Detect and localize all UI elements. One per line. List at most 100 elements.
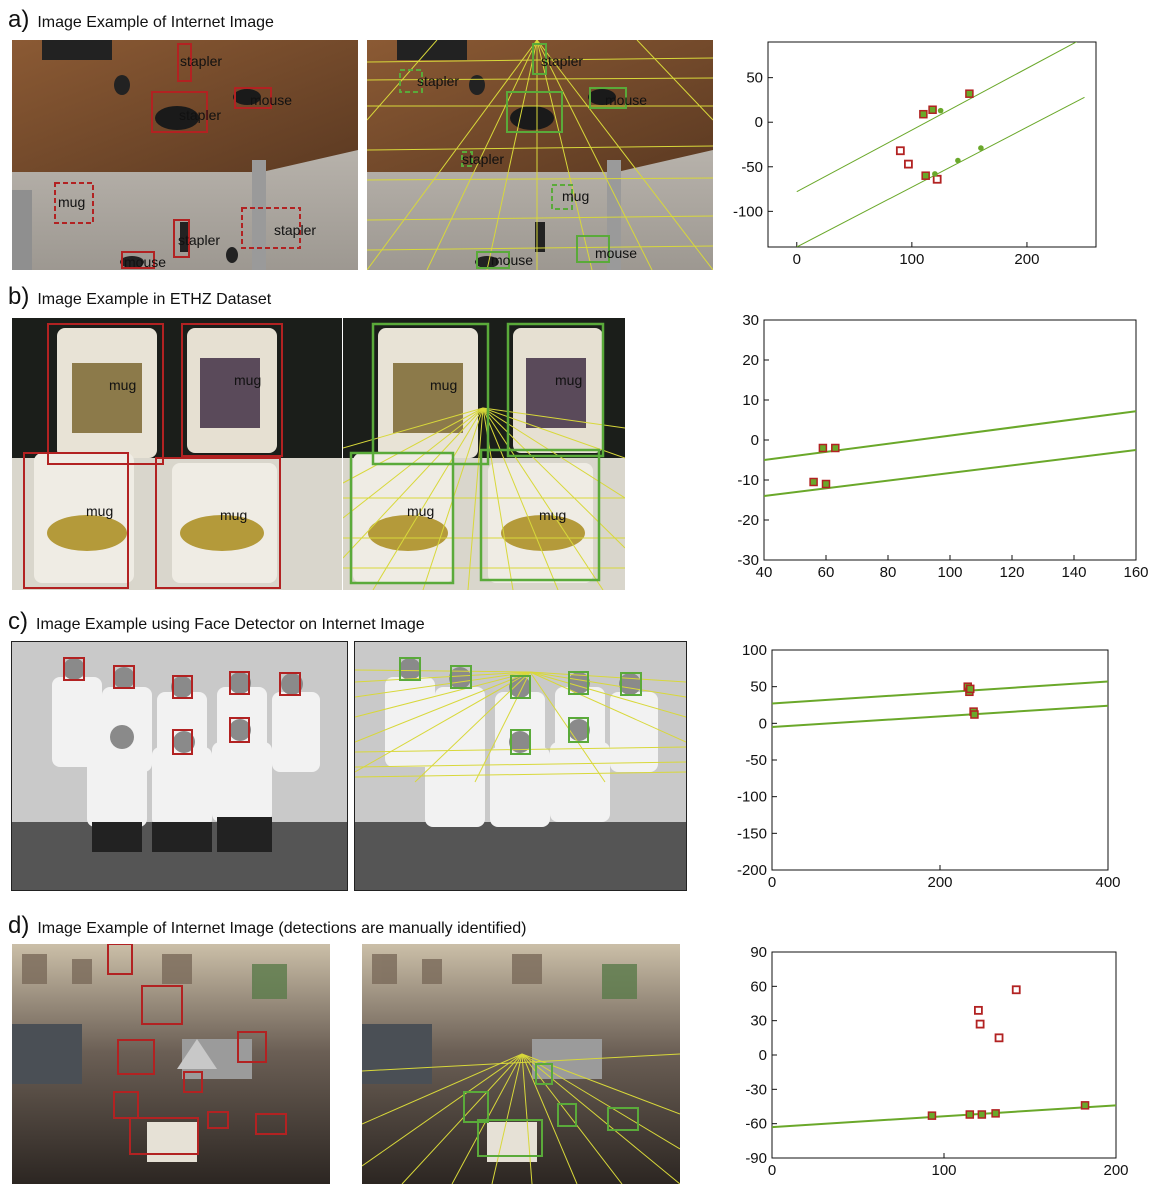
photo-d-detections xyxy=(12,944,330,1184)
detection-label: mouse xyxy=(605,92,647,108)
y-tick-label: -30 xyxy=(737,552,759,569)
y-tick-label: 0 xyxy=(759,1047,767,1064)
x-tick-label: 80 xyxy=(880,564,897,581)
y-tick-label: -50 xyxy=(741,159,763,176)
panel-d-heading: d) Image Example of Internet Image (dete… xyxy=(8,912,527,940)
inlier-marker xyxy=(821,479,831,489)
fit-line xyxy=(796,96,1085,247)
detection-label: mug xyxy=(86,503,113,519)
panel-b-heading: b) Image Example in ETHZ Dataset xyxy=(8,283,271,311)
plot-frame xyxy=(767,41,1097,248)
y-tick-label: -10 xyxy=(737,472,759,489)
x-tick-label: 60 xyxy=(818,564,835,581)
y-tick-label: -100 xyxy=(737,789,767,806)
plot-frame xyxy=(771,649,1109,871)
outlier-marker xyxy=(994,1033,1004,1043)
detection-label: mug xyxy=(430,377,457,393)
inlier-marker xyxy=(1080,1101,1090,1110)
y-tick-label: 60 xyxy=(750,978,767,995)
x-tick-label: 0 xyxy=(768,1162,776,1179)
outlier-marker xyxy=(895,146,905,156)
x-tick-label: 400 xyxy=(1095,874,1120,890)
inlier-marker xyxy=(921,171,930,180)
scatter-plot-c: 0 200 400 100 50 0 -50 -100 -150 -200 xyxy=(720,640,1150,895)
photo-b-detections: mug mug mug mug xyxy=(12,318,342,590)
scatter-plot-b: 40 60 80 100 120 140 160 30 20 10 0 -10 -20 -30 xyxy=(720,310,1150,595)
detection-label: mouse xyxy=(124,254,166,270)
y-tick-label: -50 xyxy=(745,752,767,769)
detection-label: mug xyxy=(539,507,566,523)
outlier-marker xyxy=(932,174,942,184)
inlier-dot xyxy=(978,145,984,151)
fit-line xyxy=(772,1104,1116,1129)
x-tick-label: 100 xyxy=(937,564,962,581)
inlier-marker xyxy=(965,1110,975,1119)
photo-a-detections: stapler stapler mouse mug stapler staple… xyxy=(12,40,358,270)
detection-label: mug xyxy=(407,503,434,519)
panel-letter: a) xyxy=(8,6,30,33)
fit-line xyxy=(772,680,1108,705)
detection-label: stapler xyxy=(179,107,221,123)
inlier-marker xyxy=(919,109,928,119)
panel-a-heading: a) Image Example of Internet Image xyxy=(8,6,274,34)
fit-line xyxy=(796,42,1078,193)
detection-label: mouse xyxy=(491,252,533,268)
inlier-dot xyxy=(955,157,961,164)
x-tick-label: 140 xyxy=(1061,564,1086,581)
panel-c-heading: c) Image Example using Face Detector on … xyxy=(8,608,425,636)
y-tick-label: 0 xyxy=(755,114,763,131)
x-tick-label: 200 xyxy=(927,874,952,890)
y-tick-label: 30 xyxy=(742,312,759,329)
detection-label: mouse xyxy=(595,245,637,261)
scatter-plot-a: 0 100 200 50 0 -50 -100 xyxy=(720,30,1100,275)
panel-title: Image Example of Internet Image (detecti… xyxy=(37,920,527,937)
detection-label: stapler xyxy=(180,53,222,69)
outlier-marker xyxy=(975,1019,985,1029)
inlier-marker xyxy=(965,684,975,694)
detection-label: mug xyxy=(109,377,136,393)
plot-area xyxy=(772,985,1116,1129)
inlier-marker xyxy=(818,443,828,453)
outlier-marker xyxy=(904,159,913,169)
y-tick-label: 100 xyxy=(742,642,767,659)
panel-title: Image Example using Face Detector on Int… xyxy=(36,616,425,633)
x-tick-label: 100 xyxy=(931,1162,956,1179)
x-tick-label: 120 xyxy=(999,564,1024,581)
scatter-plot-svg: 0 100 200 90 60 30 0 -30 -60 -90 xyxy=(745,944,1128,1179)
plot-area xyxy=(764,410,1136,497)
y-tick-label: -200 xyxy=(737,862,767,879)
fit-line xyxy=(772,704,1108,728)
detection-label: mug xyxy=(58,194,85,210)
y-tick-label: 0 xyxy=(751,432,759,449)
inlier-marker xyxy=(970,710,979,719)
detection-label: stapler xyxy=(417,73,459,89)
inlier-marker xyxy=(991,1109,1000,1118)
detection-label: stapler xyxy=(462,151,504,167)
x-tick-label: 0 xyxy=(793,251,801,268)
scatter-plot-d: 0 100 200 90 60 30 0 -30 -60 -90 xyxy=(720,940,1150,1191)
y-tick-label: -100 xyxy=(733,203,763,220)
detection-label: stapler xyxy=(178,232,220,248)
scatter-plot-svg: 0 100 200 50 0 -50 -100 xyxy=(733,41,1097,268)
inlier-marker xyxy=(965,89,974,98)
panel-title: Image Example of Internet Image xyxy=(37,14,274,31)
detection-label: mug xyxy=(234,372,261,388)
y-tick-label: 50 xyxy=(746,70,763,87)
inlier-marker xyxy=(831,443,840,453)
y-tick-label: -30 xyxy=(745,1081,767,1098)
panel-letter: d) xyxy=(8,912,30,939)
y-tick-label: 0 xyxy=(759,715,767,732)
x-tick-label: 0 xyxy=(768,874,776,890)
inlier-dot xyxy=(937,107,944,114)
x-tick-label: 40 xyxy=(756,564,773,581)
detection-label: stapler xyxy=(274,222,316,238)
x-tick-label: 100 xyxy=(899,251,924,268)
plot-frame xyxy=(771,951,1117,1159)
inlier-marker xyxy=(928,105,937,114)
inlier-marker xyxy=(927,1111,937,1120)
y-tick-label: -150 xyxy=(737,825,767,842)
x-tick-label: 200 xyxy=(1103,1162,1128,1179)
photo-a-horizon: stapler stapler mouse stapler mug mouse … xyxy=(367,40,713,270)
plot-area xyxy=(772,680,1108,728)
